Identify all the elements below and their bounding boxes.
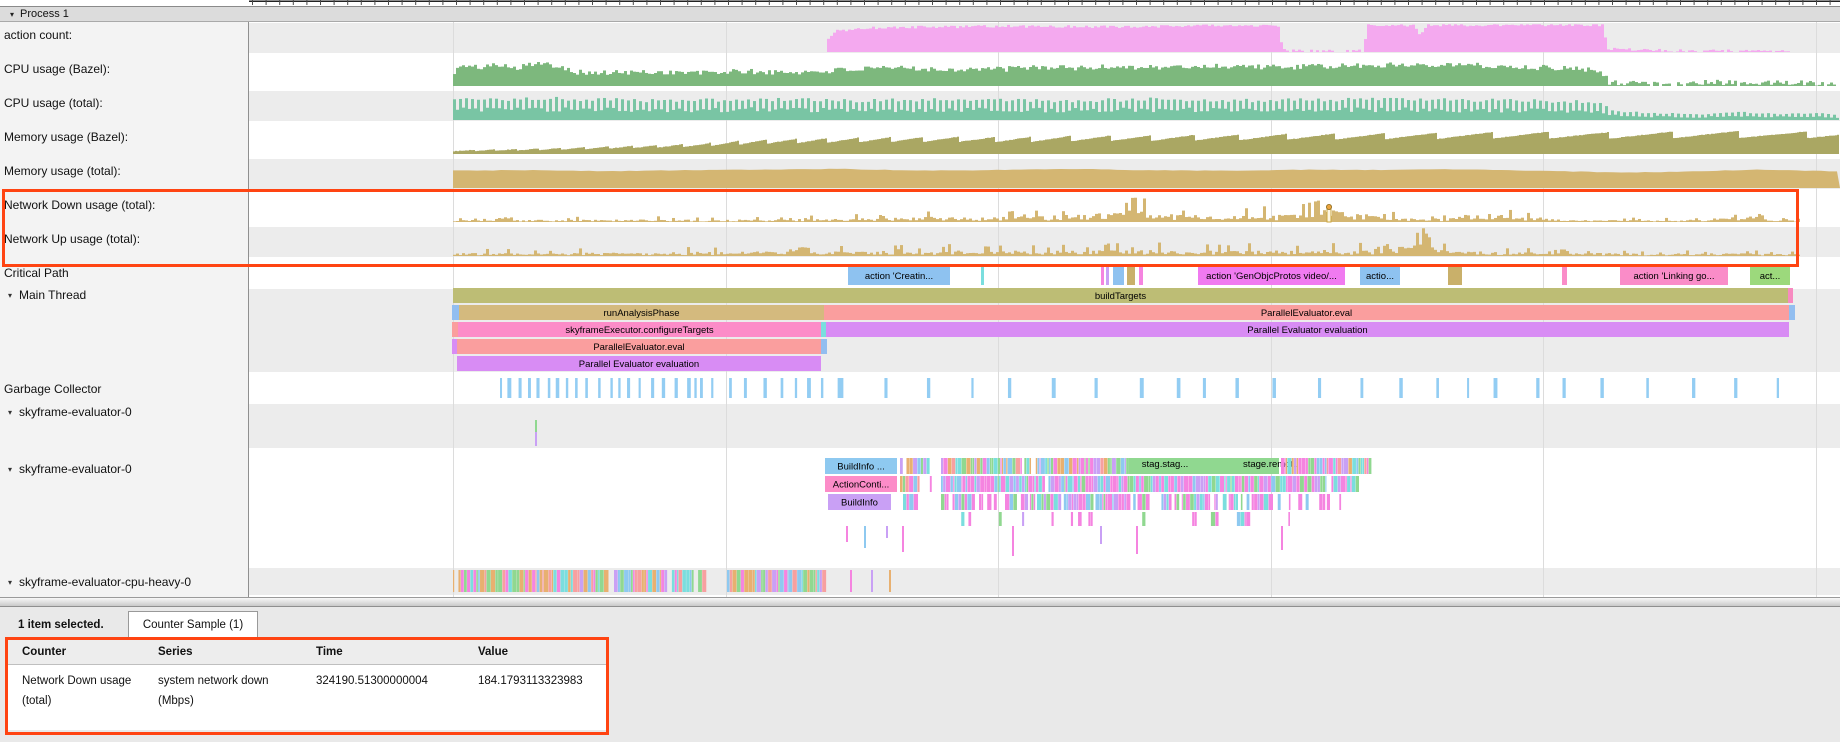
table-row: Network Down usage (total) system networ… bbox=[8, 665, 606, 730]
svg-text:Parallel Evaluator evaluation: Parallel Evaluator evaluation bbox=[1247, 325, 1367, 336]
tab-counter-sample[interactable]: Counter Sample (1) bbox=[128, 611, 258, 639]
svg-text:BuildInfo ...: BuildInfo ... bbox=[837, 462, 885, 473]
sidebar-item-label: Network Down usage (total): bbox=[4, 198, 156, 212]
sidebar-item-memory-usage-total-4: Memory usage (total): bbox=[4, 164, 121, 178]
svg-text:action 'Linking go...: action 'Linking go... bbox=[1633, 271, 1714, 282]
svg-text:stag.stag...: stag.stag... bbox=[1142, 459, 1188, 470]
svg-text:buildTargets: buildTargets bbox=[1095, 291, 1146, 302]
sidebar-item-label: CPU usage (total): bbox=[4, 96, 103, 110]
sidebar-item-critical-path-7: Critical Path bbox=[4, 266, 69, 280]
column-header-value: Value bbox=[478, 646, 509, 658]
sidebar-item-garbage-collector-9: Garbage Collector bbox=[4, 382, 101, 396]
sidebar-item-skyframe-evaluator-0-11[interactable]: ▾ skyframe-evaluator-0 bbox=[8, 462, 132, 476]
panel-splitter[interactable] bbox=[0, 597, 1840, 607]
track-sidebar: action count: CPU usage (Bazel): CPU usage… bbox=[0, 21, 249, 597]
cell-counter: Network Down usage (total) bbox=[22, 675, 132, 707]
svg-text:Parallel Evaluator evaluation: Parallel Evaluator evaluation bbox=[579, 359, 699, 370]
sidebar-item-network-down-usage-total-5: Network Down usage (total): bbox=[4, 198, 155, 212]
sidebar-item-skyframe-evaluator-cpu-heavy-0-12[interactable]: ▾ skyframe-evaluator-cpu-heavy-0 bbox=[8, 575, 191, 589]
sidebar-item-skyframe-evaluator-0-10[interactable]: ▾ skyframe-evaluator-0 bbox=[8, 405, 132, 419]
sidebar-item-label: action count: bbox=[4, 28, 73, 42]
svg-text:stage.remot...: stage.remot... bbox=[1243, 459, 1301, 470]
svg-text:runAnalysisPhase: runAnalysisPhase bbox=[603, 308, 679, 319]
collapse-arrow-icon[interactable]: ▾ bbox=[8, 464, 13, 474]
cell-series: system network down (Mbps) bbox=[158, 675, 269, 707]
svg-text:actio...: actio... bbox=[1366, 271, 1394, 282]
cell-time: 324190.51300000004 bbox=[316, 675, 428, 687]
sidebar-item-label: Network Up usage (total): bbox=[4, 232, 141, 246]
svg-text:action 'Creatin...: action 'Creatin... bbox=[865, 271, 933, 282]
sidebar-item-label: Memory usage (total): bbox=[4, 164, 121, 178]
sidebar-item-label: Critical Path bbox=[4, 266, 69, 280]
collapse-arrow-icon[interactable]: ▾ bbox=[8, 577, 13, 587]
sidebar-item-action-count-0: action count: bbox=[4, 28, 72, 42]
collapse-arrow-icon[interactable]: ▾ bbox=[8, 290, 13, 300]
table-header-row: Counter Series Time Value bbox=[8, 640, 606, 665]
svg-text:ParallelEvaluator.eval: ParallelEvaluator.eval bbox=[1261, 308, 1352, 319]
cell-value: 184.1793113323983 bbox=[478, 675, 583, 687]
column-header-time: Time bbox=[316, 646, 343, 658]
svg-text:act...: act... bbox=[1760, 271, 1781, 282]
details-panel: 1 item selected. Counter Sample (1) Coun… bbox=[0, 607, 1840, 742]
sidebar-item-cpu-usage-bazel-1: CPU usage (Bazel): bbox=[4, 62, 110, 76]
sidebar-item-label: Memory usage (Bazel): bbox=[4, 130, 129, 144]
sidebar-item-label: skyframe-evaluator-0 bbox=[19, 405, 132, 419]
column-header-counter: Counter bbox=[22, 646, 67, 658]
counter-sample-table: Counter Series Time Value Network Down u… bbox=[8, 640, 606, 730]
collapse-arrow-icon[interactable]: ▾ bbox=[8, 407, 13, 417]
column-header-series: Series bbox=[158, 646, 193, 658]
svg-text:action 'GenObjcProtos video/..: action 'GenObjcProtos video/... bbox=[1206, 271, 1337, 282]
sidebar-item-label: Garbage Collector bbox=[4, 382, 102, 396]
timeline-canvas[interactable]: action 'Creatin... action 'GenObjcProtos … bbox=[0, 0, 1840, 597]
svg-text:skyframeExecutor.configureTarg: skyframeExecutor.configureTargets bbox=[565, 325, 714, 336]
process-title: Process 1 bbox=[20, 8, 69, 20]
sidebar-item-memory-usage-bazel-3: Memory usage (Bazel): bbox=[4, 130, 128, 144]
sidebar-item-label: CPU usage (Bazel): bbox=[4, 62, 111, 76]
sidebar-item-main-thread-8[interactable]: ▾ Main Thread bbox=[8, 288, 86, 302]
sidebar-item-label: Main Thread bbox=[19, 288, 87, 302]
sidebar-item-label: skyframe-evaluator-cpu-heavy-0 bbox=[19, 575, 192, 589]
svg-text:ActionConti...: ActionConti... bbox=[833, 480, 890, 491]
process-header[interactable]: ▾ Process 1 bbox=[0, 6, 1840, 22]
svg-text:BuildInfo: BuildInfo bbox=[841, 498, 878, 509]
sidebar-item-cpu-usage-total-2: CPU usage (total): bbox=[4, 96, 103, 110]
sidebar-item-network-up-usage-total-6: Network Up usage (total): bbox=[4, 232, 140, 246]
collapse-arrow-icon[interactable]: ▾ bbox=[10, 9, 15, 19]
sidebar-item-label: skyframe-evaluator-0 bbox=[19, 462, 132, 476]
svg-text:ParallelEvaluator.eval: ParallelEvaluator.eval bbox=[593, 342, 684, 353]
selection-status: 1 item selected. bbox=[18, 619, 104, 631]
